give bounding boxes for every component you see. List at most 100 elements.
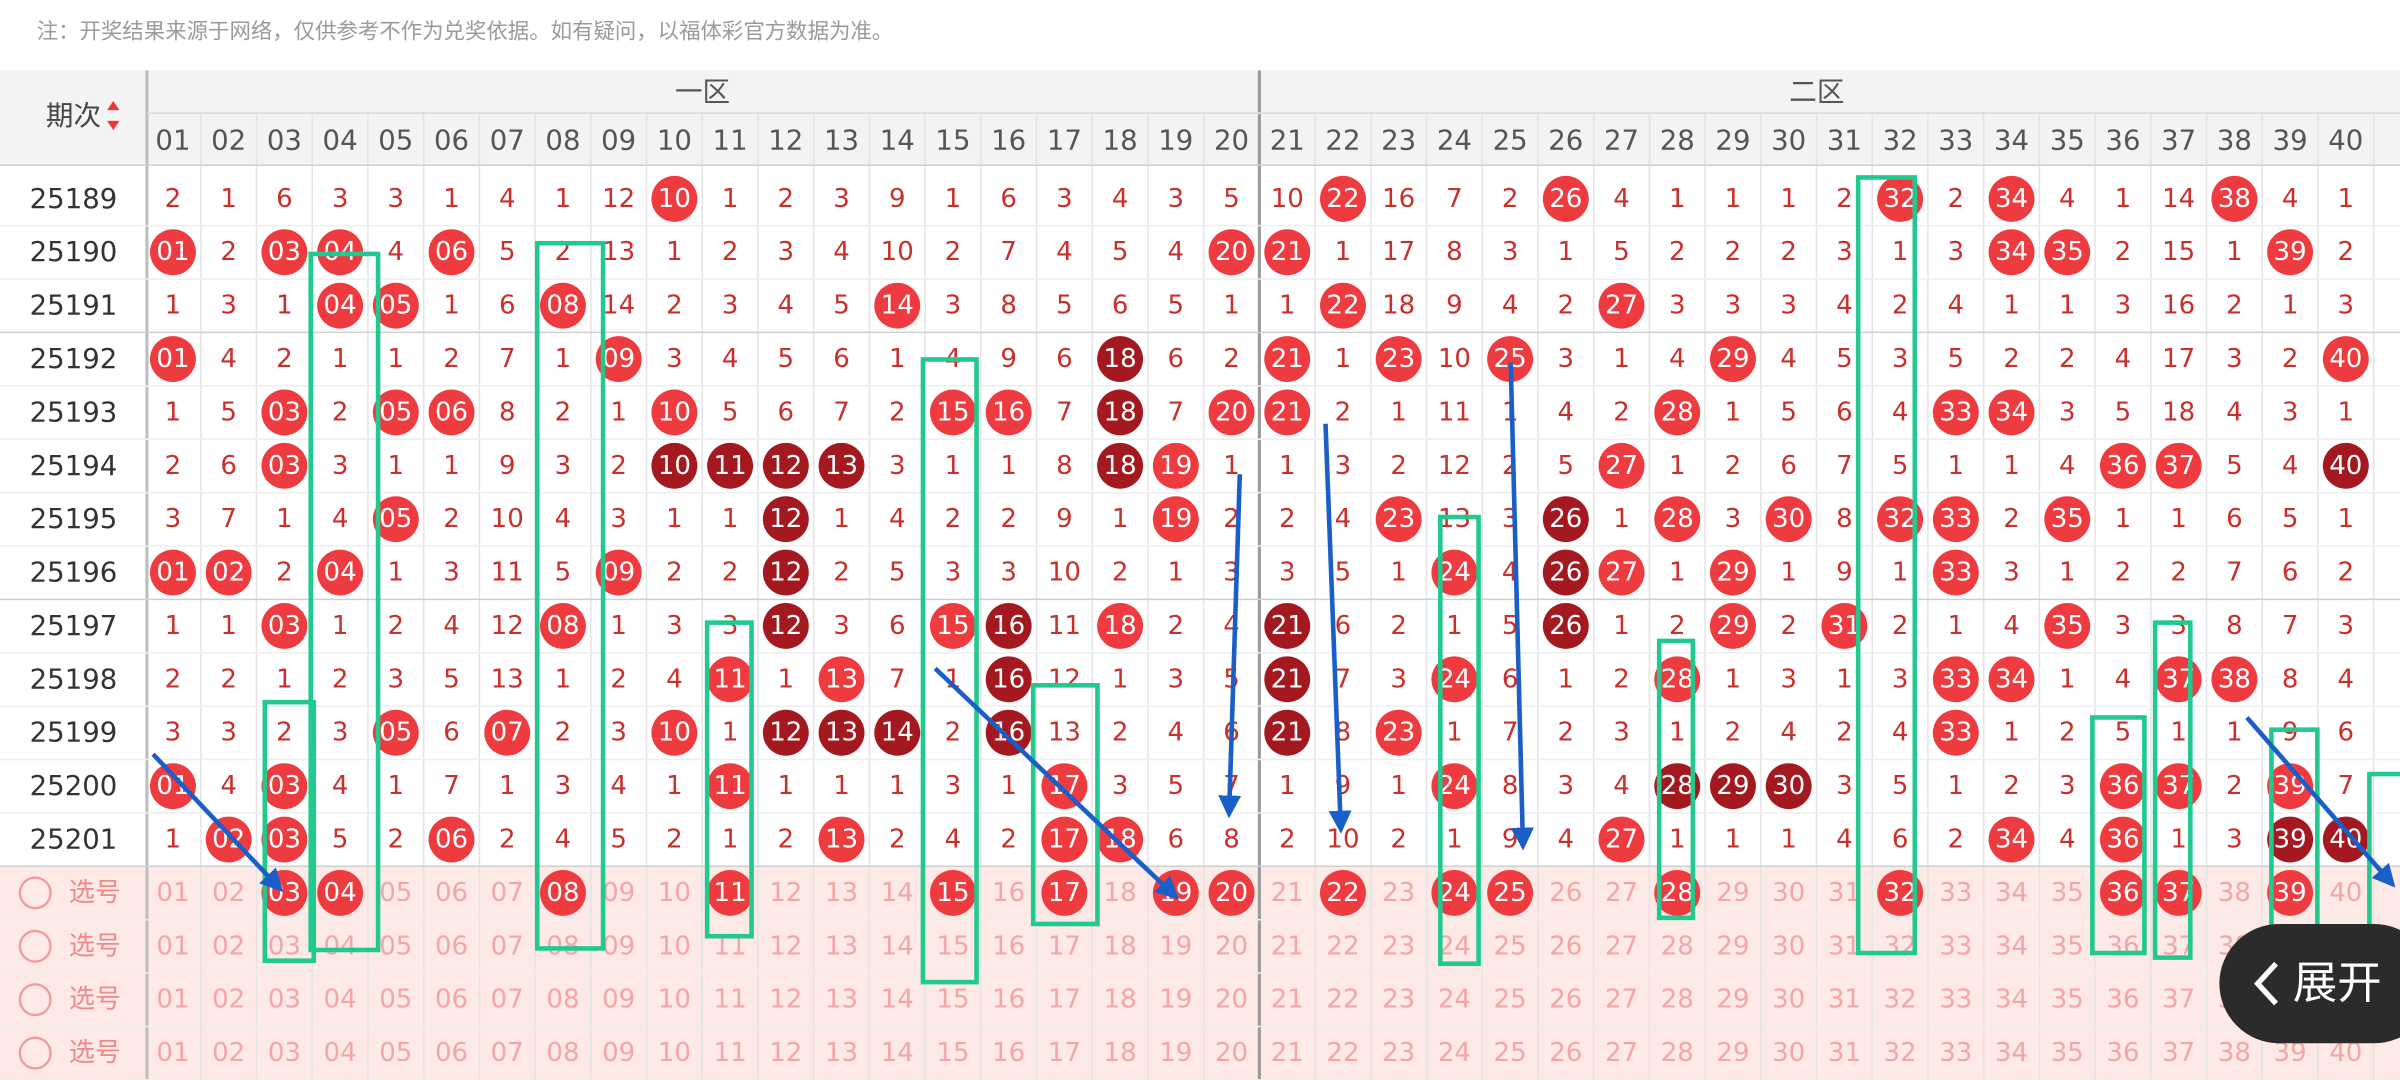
ball-number: 11: [714, 664, 747, 694]
button-label: 展开: [2293, 958, 2382, 1009]
miss-count: 1: [2115, 184, 2132, 214]
pick-number: 20: [1215, 985, 1248, 1015]
miss-count: 2: [889, 825, 906, 855]
ball: [651, 389, 698, 436]
miss-count: 6: [1168, 825, 1185, 855]
ball-number: 03: [268, 611, 301, 641]
ball: [818, 816, 865, 863]
miss-count: 2: [1390, 611, 1407, 641]
miss-count: 5: [1502, 611, 1519, 641]
ball-number: 06: [435, 397, 468, 427]
ball-number: 20: [1215, 397, 1248, 427]
miss-count: 5: [1168, 291, 1185, 321]
pick-number: 31: [1828, 985, 1861, 1015]
column-label: 18: [1103, 125, 1138, 157]
ball: [707, 763, 754, 810]
ball: [205, 816, 252, 863]
issue-number: 25198: [30, 663, 118, 695]
miss-count: 4: [332, 771, 349, 801]
zone-label: 二区: [1789, 76, 1844, 108]
column-label: 02: [211, 125, 246, 157]
miss-count: 11: [491, 558, 524, 588]
pick-number: 01: [156, 931, 189, 961]
miss-count: 3: [1390, 664, 1407, 694]
miss-count: 3: [722, 291, 739, 321]
ball: [1431, 656, 1478, 703]
ball-number: 38: [2218, 184, 2251, 214]
miss-count: 2: [1223, 344, 1240, 374]
pick-number: 23: [1382, 878, 1415, 908]
ball: [1932, 709, 1979, 756]
ball-number: 17: [1048, 825, 1081, 855]
ball: [1598, 282, 1645, 329]
miss-count: 2: [1725, 451, 1742, 481]
pick-number: 30: [1772, 1038, 1805, 1068]
ball: [1041, 763, 1088, 810]
picked-number: 25: [1494, 878, 1527, 908]
miss-count: 1: [220, 611, 237, 641]
miss-count: 4: [220, 771, 237, 801]
pick-number: 02: [212, 878, 245, 908]
pick-number: 38: [2218, 1038, 2251, 1068]
miss-count: 8: [499, 397, 516, 427]
box: [534, 240, 606, 951]
miss-count: 2: [2338, 558, 2355, 588]
miss-count: 1: [2115, 504, 2132, 534]
ball-number: 06: [435, 237, 468, 267]
miss-count: 1: [1669, 184, 1686, 214]
miss-count: 1: [499, 771, 516, 801]
pick-number: 09: [602, 931, 635, 961]
miss-count: 2: [778, 184, 795, 214]
ball: [261, 229, 308, 276]
miss-count: 1: [1390, 558, 1407, 588]
box: [1030, 683, 1100, 927]
miss-count: 6: [1780, 451, 1797, 481]
miss-count: 3: [388, 184, 405, 214]
pick-number: 15: [936, 985, 969, 1015]
miss-count: 2: [1112, 558, 1129, 588]
ball: [595, 336, 642, 382]
pick-row[interactable]: 选号 01 02 03 04 05 06 07 08 09 10 11 12 13 14 15 16 17 18 19…: [18, 983, 2362, 1017]
pick-radio: [18, 983, 52, 1017]
miss-count: 1: [2003, 718, 2020, 748]
sort-down[interactable]: [107, 120, 120, 131]
issue-number: 25190: [30, 236, 118, 268]
ball-number: 08: [546, 611, 579, 641]
ball-number: 21: [1271, 718, 1304, 748]
miss-count: 7: [833, 397, 850, 427]
miss-count: 2: [666, 825, 683, 855]
miss-count: 2: [443, 344, 460, 374]
picked-number: 22: [1326, 878, 1359, 908]
miss-count: 5: [1168, 771, 1185, 801]
miss-count: 2: [1279, 504, 1296, 534]
pick-number: 34: [1995, 1038, 2028, 1068]
miss-count: 5: [2226, 451, 2243, 481]
pick-row[interactable]: 选号 01 02 03 04 05 06 07 08 09 10 11 12 13 14 15 16 17 18 19…: [18, 869, 2362, 916]
miss-count: 9: [499, 451, 516, 481]
ball: [428, 229, 475, 276]
miss-count: 5: [833, 291, 850, 321]
miss-count: 4: [555, 504, 572, 534]
ball-number: 09: [602, 344, 635, 374]
miss-count: 3: [165, 718, 182, 748]
miss-count: 4: [443, 611, 460, 641]
pick-number: 20: [1215, 931, 1248, 961]
column-label: 21: [1270, 125, 1305, 157]
sort-up[interactable]: [107, 100, 120, 111]
zone-label: 一区: [675, 76, 730, 108]
pick-number: 32: [1884, 985, 1917, 1015]
miss-count: 1: [1613, 611, 1630, 641]
miss-count: 4: [1558, 397, 1575, 427]
ball: [205, 549, 252, 596]
miss-count: 5: [499, 237, 516, 267]
picked-ball: [1654, 869, 1701, 916]
pick-row[interactable]: 选号 01 02 03 04 05 06 07 08 09 10 11 12 13 14 15 16 17 18 19…: [18, 1036, 2362, 1070]
ball: [1264, 603, 1311, 649]
miss-count: 1: [1725, 664, 1742, 694]
expand-button[interactable]: 展开: [2219, 923, 2400, 1044]
pick-number: 34: [1995, 985, 2028, 1015]
pick-label: 选号: [69, 931, 121, 961]
miss-count: 7: [1056, 397, 1073, 427]
miss-count: 1: [945, 451, 962, 481]
box: [1438, 514, 1481, 967]
